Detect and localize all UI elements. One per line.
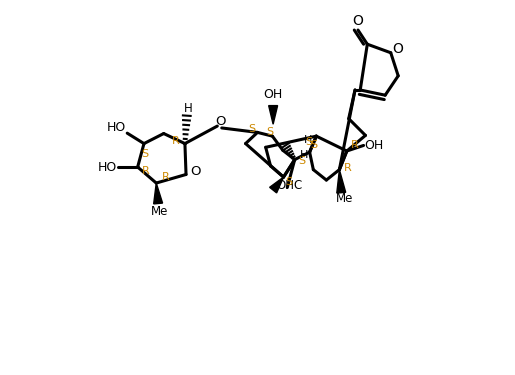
Text: S: S [248, 124, 255, 134]
Text: S: S [286, 177, 293, 186]
Text: OH: OH [264, 88, 283, 101]
Text: O: O [353, 14, 364, 28]
Text: R: R [171, 136, 180, 146]
Text: R: R [344, 163, 351, 173]
Text: H: H [303, 135, 312, 145]
Text: O: O [392, 42, 403, 56]
Text: OH: OH [365, 139, 384, 152]
Text: Me: Me [151, 205, 169, 218]
Text: S: S [305, 137, 313, 147]
Polygon shape [270, 177, 284, 193]
Text: S: S [266, 128, 273, 137]
Text: R: R [162, 172, 169, 183]
Text: S: S [311, 141, 318, 150]
Text: O: O [190, 165, 200, 178]
Text: R: R [350, 141, 358, 150]
Text: S: S [298, 156, 305, 166]
Text: HO: HO [98, 160, 117, 174]
Text: Me: Me [336, 192, 353, 205]
Text: HO: HO [107, 121, 126, 134]
Text: S: S [141, 149, 148, 159]
Text: OHC: OHC [276, 179, 302, 192]
Text: O: O [215, 115, 226, 128]
Text: H: H [300, 150, 308, 160]
Polygon shape [153, 183, 163, 204]
Polygon shape [337, 170, 346, 193]
Text: R: R [142, 166, 150, 176]
Polygon shape [269, 106, 278, 124]
Text: H: H [183, 102, 192, 115]
